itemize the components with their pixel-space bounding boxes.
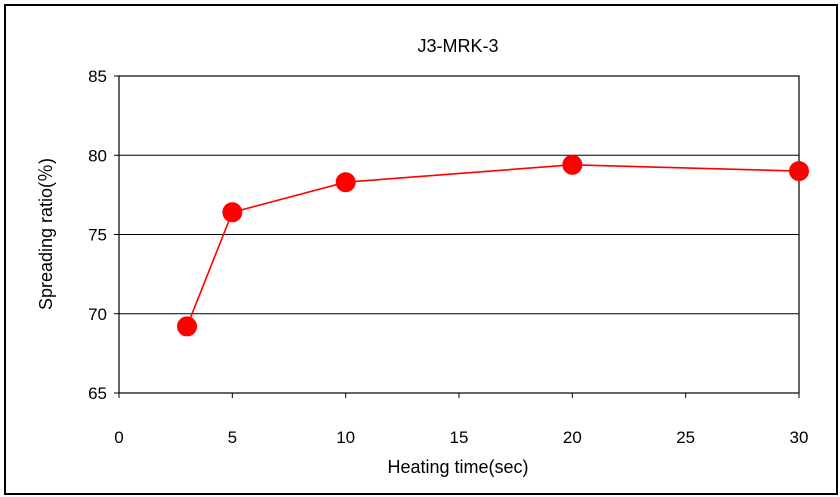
x-tick-label: 25	[676, 428, 695, 447]
x-tick-label: 10	[336, 428, 355, 447]
x-tick-label: 5	[228, 428, 237, 447]
data-point	[789, 161, 809, 182]
data-series	[177, 154, 809, 337]
x-tick-label: 0	[114, 428, 123, 447]
y-tick-label: 75	[88, 226, 107, 245]
gridlines	[119, 154, 799, 315]
y-tick-label: 70	[88, 305, 107, 324]
x-axis-ticks: 0 5 10 15 20 25 30	[114, 393, 808, 447]
y-tick-label: 85	[88, 67, 107, 86]
y-axis-ticks: 65 70 75 80 85	[88, 67, 119, 403]
y-tick-label: 80	[88, 146, 107, 165]
data-point	[222, 202, 243, 223]
data-point	[562, 154, 583, 175]
x-tick-label: 20	[563, 428, 582, 447]
data-point	[177, 316, 197, 337]
data-point	[335, 172, 356, 193]
x-axis-title: Heating time(sec)	[387, 457, 528, 477]
x-tick-label: 30	[790, 428, 809, 447]
y-tick-label: 65	[88, 384, 107, 403]
x-tick-label: 15	[450, 428, 469, 447]
y-axis-title: Spreading ratio(％)	[36, 158, 56, 310]
chart-title: J3-MRK-3	[417, 36, 498, 56]
